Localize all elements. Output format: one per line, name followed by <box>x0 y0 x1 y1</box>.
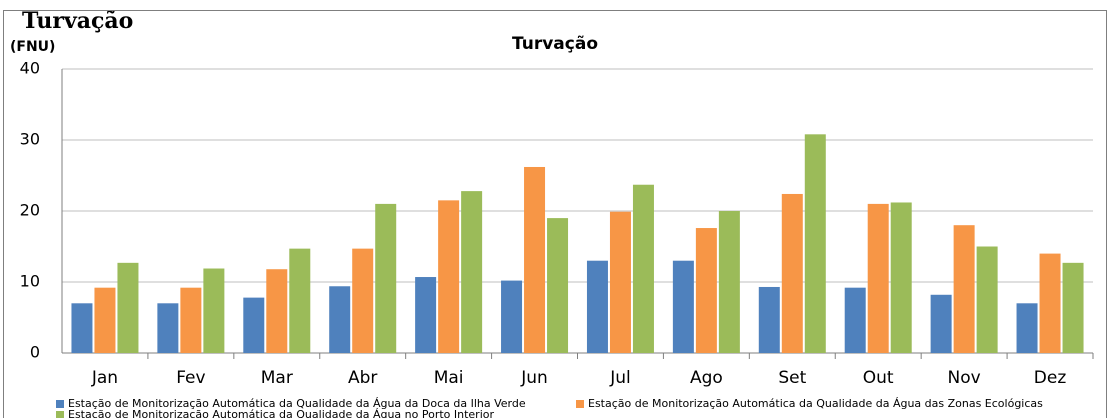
bar <box>329 286 351 353</box>
legend-marker <box>56 411 64 418</box>
x-tick-label: Mai <box>434 368 464 388</box>
bar <box>524 166 546 353</box>
bar <box>289 248 311 353</box>
bar <box>695 228 717 353</box>
bar <box>352 248 374 353</box>
bar <box>1062 262 1084 353</box>
legend-label: Estação de Monitorização Automática da Q… <box>68 397 526 410</box>
bar <box>976 246 998 353</box>
legend-label: Estação de Monitorização Automática da Q… <box>588 397 1043 410</box>
bar <box>930 294 952 353</box>
legend-label: Estação de Monitorização Automática da Q… <box>68 408 494 418</box>
legend-marker <box>576 400 584 408</box>
x-tick-label: Fev <box>176 368 205 388</box>
x-tick-label: Set <box>778 368 806 388</box>
bar <box>1016 303 1038 353</box>
bar <box>501 280 523 353</box>
bar <box>1039 253 1061 353</box>
bar <box>117 262 139 353</box>
bar <box>781 193 803 353</box>
x-tick-label: Ago <box>690 368 723 388</box>
legend-marker <box>56 400 64 408</box>
bar <box>157 303 179 353</box>
bar <box>203 268 225 353</box>
y-tick-label: 10 <box>20 272 40 291</box>
chart-frame <box>3 10 1107 418</box>
bar <box>461 191 483 353</box>
bar <box>867 203 889 353</box>
bar <box>672 260 694 353</box>
bar <box>266 269 288 353</box>
bar <box>804 134 826 353</box>
x-tick-label: Dez <box>1034 368 1067 388</box>
x-tick-label: Nov <box>948 368 981 388</box>
bar <box>438 200 460 353</box>
bar <box>94 287 116 353</box>
y-tick-label: 0 <box>30 343 40 362</box>
chart-title: Turvação <box>512 34 598 54</box>
x-tick-label: Jan <box>91 368 118 388</box>
bar <box>180 287 202 353</box>
x-tick-label: Mar <box>261 368 293 388</box>
bar <box>632 184 654 353</box>
bar <box>243 297 265 353</box>
x-tick-label: Jun <box>520 368 548 388</box>
bar <box>718 211 740 353</box>
x-tick-label: Jul <box>609 368 631 388</box>
bar <box>375 203 397 353</box>
y-tick-label: 30 <box>20 130 40 149</box>
bar <box>71 303 93 353</box>
bar <box>844 287 866 353</box>
bar <box>415 277 437 353</box>
x-tick-label: Out <box>863 368 894 388</box>
bar <box>586 260 608 353</box>
bar <box>547 218 569 353</box>
y-tick-label: 20 <box>20 201 40 220</box>
bar <box>890 202 912 353</box>
x-tick-label: Abr <box>348 368 377 388</box>
y-axis-label: (FNU) <box>10 39 55 55</box>
bar <box>609 211 631 353</box>
bar <box>758 286 780 353</box>
page-heading: Turvação <box>22 8 133 34</box>
bar <box>953 225 975 353</box>
y-tick-label: 40 <box>20 59 40 78</box>
